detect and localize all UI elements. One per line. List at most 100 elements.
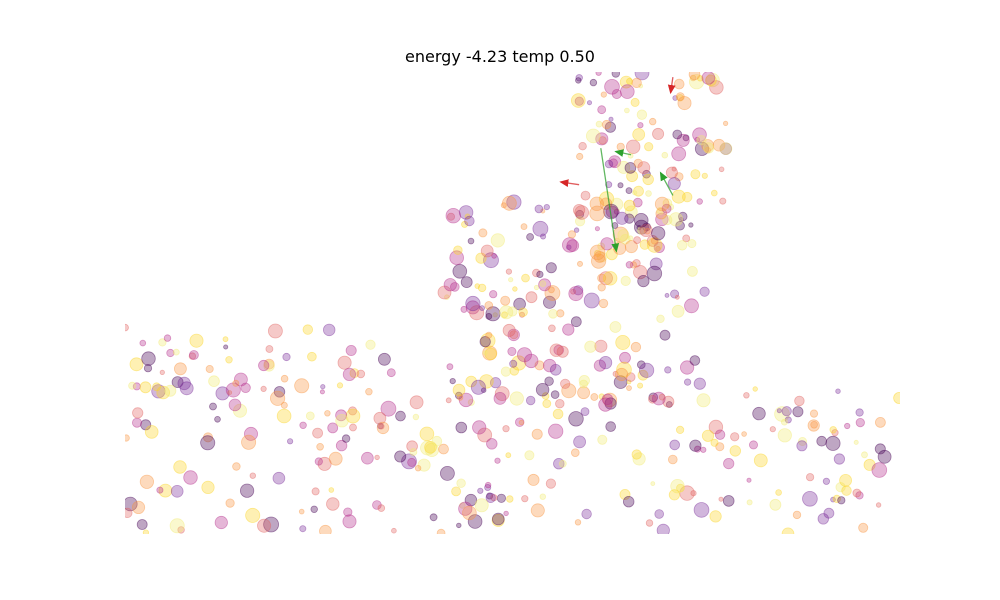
scatter-point (273, 386, 286, 398)
scatter-point (597, 283, 606, 292)
scatter-point (672, 95, 678, 101)
scatter-point (550, 390, 560, 399)
scatter-point (669, 439, 680, 451)
scatter-point (656, 523, 670, 534)
scatter-point (482, 350, 488, 356)
scatter-point (503, 510, 509, 517)
scatter-point (443, 278, 457, 292)
scatter-point (561, 383, 577, 399)
scatter-point (636, 109, 648, 120)
scatter-point (674, 294, 680, 300)
scatter-point (225, 498, 235, 508)
scatter-point (578, 141, 587, 151)
scatter-point (240, 382, 251, 394)
scatter-point (419, 426, 435, 442)
scatter-point (589, 244, 606, 261)
scatter-point (453, 245, 463, 255)
scatter-point (445, 207, 462, 224)
scatter-point (452, 383, 466, 397)
scatter-point (642, 169, 651, 179)
scatter-point (524, 353, 539, 369)
scatter-point (335, 439, 348, 452)
scatter-point (699, 286, 710, 297)
scatter-point (479, 336, 491, 348)
scatter-point (209, 402, 217, 411)
scatter-point (128, 381, 137, 390)
scatter-point (861, 451, 868, 459)
scatter-point (634, 219, 649, 235)
scatter-point (139, 474, 154, 489)
scatter-point (852, 488, 862, 498)
scatter-point (223, 344, 229, 350)
scatter-point (637, 274, 650, 288)
scatter-point (486, 438, 498, 450)
scatter-point (598, 136, 607, 145)
scatter-point (491, 513, 505, 527)
scatter-point (480, 332, 496, 349)
scatter-point (573, 285, 584, 296)
scatter-point (494, 457, 501, 464)
scatter-point (356, 369, 366, 379)
scatter-point (701, 139, 715, 152)
scatter-point (589, 196, 605, 212)
scatter-point (532, 220, 549, 237)
scatter-point (678, 211, 688, 222)
scatter-point (664, 292, 670, 298)
scatter-point (316, 442, 324, 451)
scatter-point (490, 233, 505, 248)
scatter-point (506, 194, 522, 210)
scatter-point (335, 409, 348, 422)
scatter-point (672, 129, 683, 140)
scatter-point (378, 423, 385, 430)
scatter-point (802, 490, 818, 507)
scatter-point (749, 440, 759, 450)
scatter-point (743, 392, 750, 399)
scatter-point (611, 89, 622, 100)
scatter-point (585, 128, 601, 144)
scatter-point (700, 446, 707, 453)
scatter-point (470, 379, 486, 395)
scatter-point (598, 298, 609, 309)
scatter-point (617, 182, 624, 189)
scatter-point (548, 308, 558, 319)
scatter-point (853, 439, 859, 445)
scatter-point (674, 172, 684, 182)
scatter-point (228, 398, 242, 412)
scatter-point (776, 408, 782, 414)
scatter-point (570, 448, 580, 458)
scatter-point (562, 237, 578, 253)
scatter-point (617, 229, 630, 242)
scatter-point (566, 239, 580, 252)
scatter-point (632, 259, 641, 268)
scatter-point (243, 426, 258, 441)
scatter-point (619, 84, 635, 99)
scatter-point (263, 516, 280, 533)
scatter-point (746, 477, 752, 483)
scatter-point (200, 435, 216, 451)
scatter-point (594, 249, 602, 257)
scatter-point (595, 120, 603, 128)
scatter-point (515, 417, 525, 427)
scatter-point (144, 425, 159, 439)
scatter-point (143, 364, 153, 373)
scatter-point (574, 216, 586, 227)
scatter-point (454, 391, 463, 400)
scatter-point (553, 344, 565, 356)
scatter-point (460, 276, 473, 289)
scatter-point (526, 395, 536, 406)
scatter-point (651, 391, 666, 406)
scatter-point (326, 497, 340, 511)
scatter-point (709, 510, 722, 523)
scatter-point (595, 132, 609, 146)
scatter-point (670, 289, 680, 299)
scatter-point (875, 416, 886, 428)
scatter-point (682, 234, 691, 243)
scatter-point (372, 500, 382, 510)
scatter-point (677, 96, 692, 111)
scatter-point (710, 438, 719, 447)
scatter-point (612, 226, 629, 243)
scatter-point (615, 211, 629, 225)
scatter-point (781, 406, 792, 417)
scatter-point (545, 478, 557, 489)
scatter-point (597, 434, 608, 445)
